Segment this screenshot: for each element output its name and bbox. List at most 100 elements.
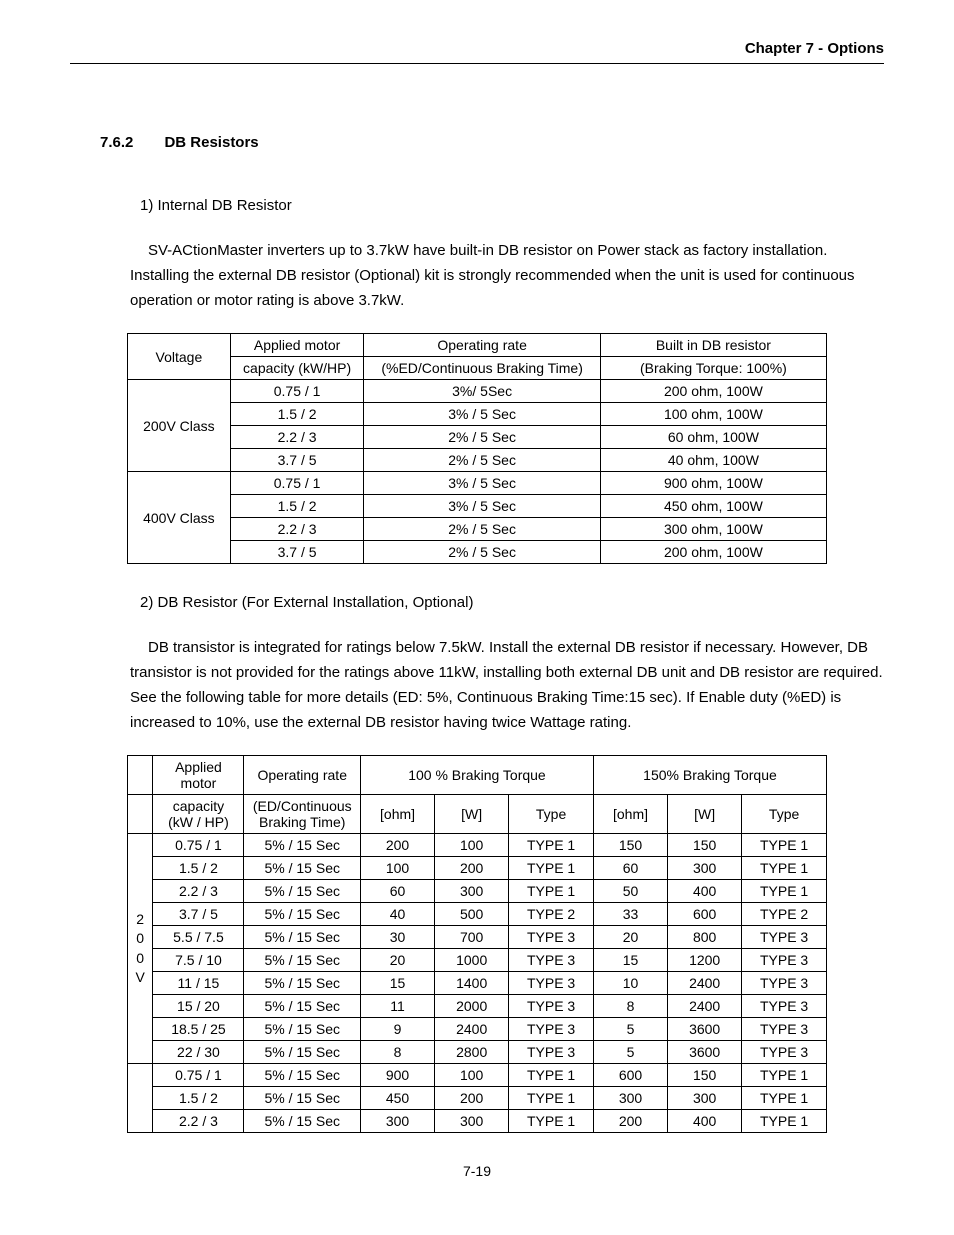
t2-type-150: TYPE 2 [742,903,827,926]
t2-capacity: 18.5 / 25 [153,1018,244,1041]
t2-w-150: 150 [668,834,742,857]
t1-resistor: 200 ohm, 100W [600,541,826,564]
t2-ohm-100: 300 [360,1110,434,1133]
t1-capacity: 2.2 / 3 [230,518,364,541]
t2-w-100: 700 [435,926,509,949]
t2-h-blank2 [128,795,153,834]
t2-type-150: TYPE 1 [742,1064,827,1087]
t2-w-100: 100 [435,1064,509,1087]
t1-voltage-group: 400V Class [128,472,231,564]
t1-h-oprate-l1: Operating rate [364,334,600,357]
t2-h-cap-l2: capacity(kW / HP) [153,795,244,834]
t2-capacity: 22 / 30 [153,1041,244,1064]
t2-type-100: TYPE 3 [509,995,594,1018]
t2-oprate: 5% / 15 Sec [244,1087,361,1110]
t1-resistor: 900 ohm, 100W [600,472,826,495]
t2-type-100: TYPE 1 [509,1087,594,1110]
t2-ohm-100: 40 [360,903,434,926]
t2-type-150: TYPE 1 [742,1110,827,1133]
t2-w-150: 800 [668,926,742,949]
t2-capacity: 1.5 / 2 [153,1087,244,1110]
t2-ohm-150: 50 [593,880,667,903]
t2-type-100: TYPE 3 [509,1018,594,1041]
t2-type-150: TYPE 3 [742,995,827,1018]
t2-ohm-100: 20 [360,949,434,972]
t1-capacity: 3.7 / 5 [230,449,364,472]
t2-h-w-100: [W] [435,795,509,834]
t1-resistor: 100 ohm, 100W [600,403,826,426]
t1-h-oprate-l2: (%ED/Continuous Braking Time) [364,357,600,380]
t2-type-100: TYPE 1 [509,1064,594,1087]
t2-type-100: TYPE 3 [509,972,594,995]
t2-w-100: 2400 [435,1018,509,1041]
t2-capacity: 15 / 20 [153,995,244,1018]
t2-type-150: TYPE 3 [742,1018,827,1041]
t2-w-150: 400 [668,880,742,903]
t2-h-ohm-150: [ohm] [593,795,667,834]
t2-w-150: 150 [668,1064,742,1087]
section-heading: 7.6.2 DB Resistors [70,134,884,152]
t2-h-w-150: [W] [668,795,742,834]
external-db-resistor-table: Applied motorOperating rate100 % Braking… [127,755,827,1133]
subsection-1-text: SV-ACtionMaster inverters up to 3.7kW ha… [130,239,884,313]
t1-capacity: 3.7 / 5 [230,541,364,564]
t2-capacity: 2.2 / 3 [153,880,244,903]
t2-oprate: 5% / 15 Sec [244,995,361,1018]
t1-resistor: 60 ohm, 100W [600,426,826,449]
t2-ohm-150: 60 [593,857,667,880]
t2-oprate: 5% / 15 Sec [244,1064,361,1087]
t2-ohm-100: 60 [360,880,434,903]
t2-ohm-150: 33 [593,903,667,926]
t1-oprate: 3% / 5 Sec [364,495,600,518]
t2-oprate: 5% / 15 Sec [244,949,361,972]
t2-oprate: 5% / 15 Sec [244,880,361,903]
t2-ohm-150: 5 [593,1018,667,1041]
t2-w-150: 600 [668,903,742,926]
t1-capacity: 1.5 / 2 [230,495,364,518]
t2-type-150: TYPE 3 [742,949,827,972]
t2-w-100: 1400 [435,972,509,995]
t2-ohm-150: 10 [593,972,667,995]
t2-w-100: 2000 [435,995,509,1018]
t2-w-150: 300 [668,1087,742,1110]
t2-ohm-150: 5 [593,1041,667,1064]
t2-capacity: 0.75 / 1 [153,1064,244,1087]
t2-h-op-l2: (ED/ContinuousBraking Time) [244,795,361,834]
t1-h-capacity-l1: Applied motor [230,334,364,357]
t2-oprate: 5% / 15 Sec [244,972,361,995]
t1-resistor: 300 ohm, 100W [600,518,826,541]
t2-h-op-l1: Operating rate [244,756,361,795]
t2-type-100: TYPE 3 [509,949,594,972]
t2-ohm-100: 9 [360,1018,434,1041]
t2-type-150: TYPE 3 [742,1041,827,1064]
t2-h-cap-l1: Applied motor [153,756,244,795]
t1-oprate: 2% / 5 Sec [364,541,600,564]
t1-capacity: 2.2 / 3 [230,426,364,449]
t2-w-150: 400 [668,1110,742,1133]
t2-ohm-100: 30 [360,926,434,949]
t2-oprate: 5% / 15 Sec [244,903,361,926]
t2-oprate: 5% / 15 Sec [244,857,361,880]
t2-ohm-100: 450 [360,1087,434,1110]
internal-db-resistor-table: VoltageApplied motorOperating rateBuilt … [127,333,827,564]
t1-h-builtin-l2: (Braking Torque: 100%) [600,357,826,380]
t2-capacity: 3.7 / 5 [153,903,244,926]
t2-ohm-150: 200 [593,1110,667,1133]
t2-w-100: 1000 [435,949,509,972]
t2-type-100: TYPE 2 [509,903,594,926]
t1-oprate: 3% / 5 Sec [364,403,600,426]
t1-resistor: 450 ohm, 100W [600,495,826,518]
t1-oprate: 3% / 5 Sec [364,472,600,495]
t2-w-100: 200 [435,857,509,880]
t2-type-150: TYPE 1 [742,834,827,857]
t1-oprate: 2% / 5 Sec [364,449,600,472]
t2-oprate: 5% / 15 Sec [244,1041,361,1064]
t1-resistor: 40 ohm, 100W [600,449,826,472]
t2-ohm-100: 8 [360,1041,434,1064]
t2-type-100: TYPE 3 [509,1041,594,1064]
t1-voltage-group: 200V Class [128,380,231,472]
t2-w-150: 300 [668,857,742,880]
t2-voltage-group [128,1064,153,1133]
t2-h-ohm-100: [ohm] [360,795,434,834]
t2-type-150: TYPE 3 [742,926,827,949]
